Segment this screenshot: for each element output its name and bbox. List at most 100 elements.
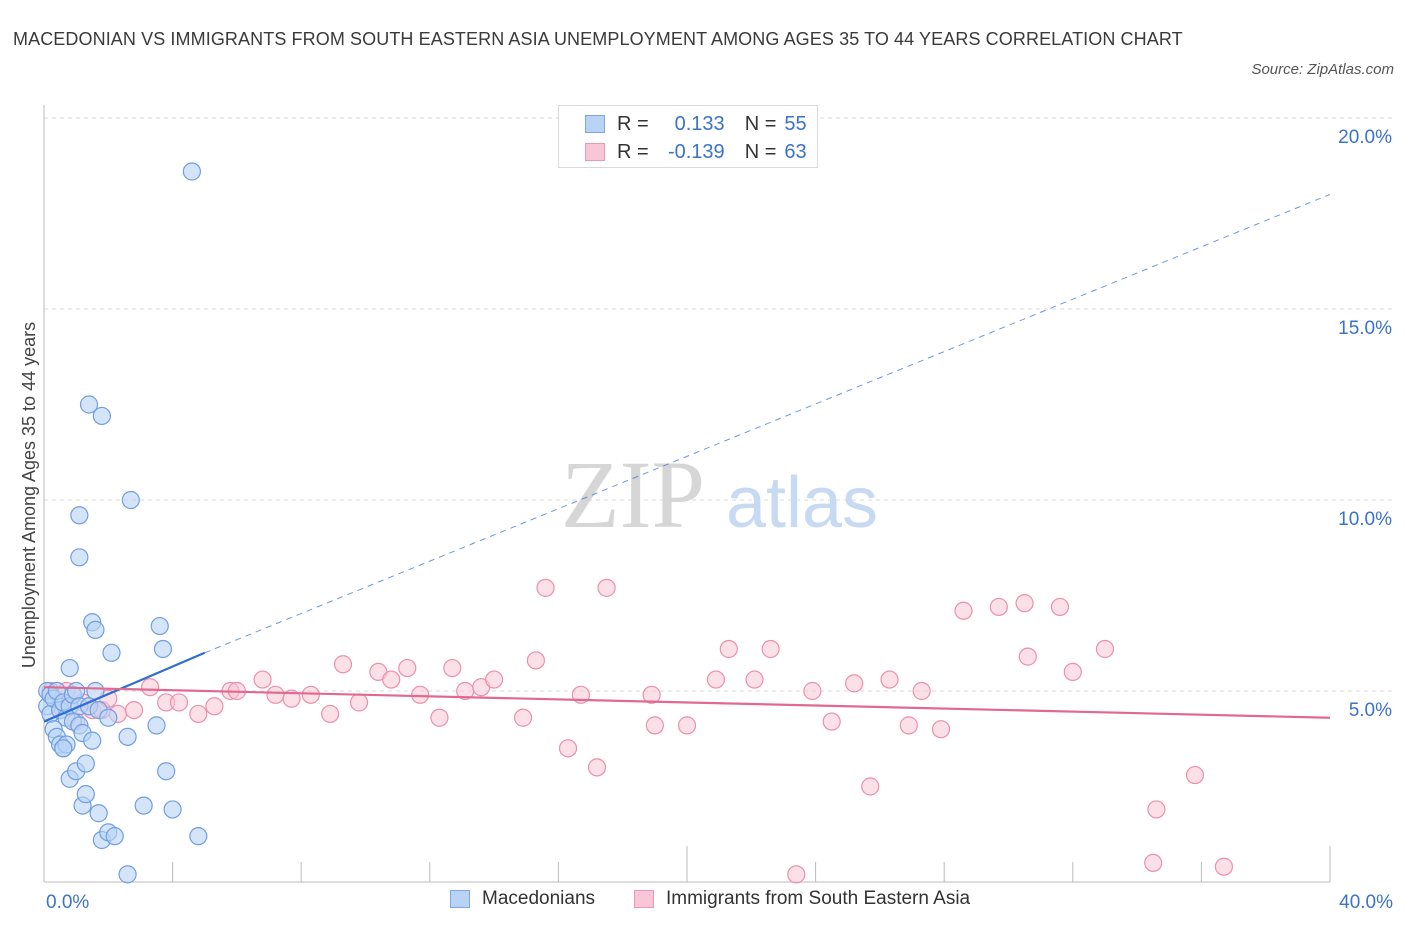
point-macedonians: [105, 827, 124, 846]
point-immigrants: [1015, 594, 1034, 613]
point-immigrants: [642, 685, 661, 704]
point-immigrants: [430, 708, 449, 727]
r-label: R =: [617, 140, 649, 163]
point-immigrants: [880, 670, 899, 689]
series-immigrants-points: [41, 578, 1234, 884]
point-macedonians: [150, 616, 169, 636]
point-immigrants: [587, 758, 607, 777]
point-immigrants: [787, 865, 806, 884]
y-tick-label: 10.0%: [1338, 509, 1392, 530]
y-axis-label: Unemployment Among Ages 35 to 44 years: [19, 322, 39, 668]
point-macedonians: [83, 731, 102, 750]
point-immigrants: [333, 655, 353, 674]
point-macedonians: [76, 785, 95, 804]
point-immigrants: [861, 777, 880, 796]
point-immigrants: [189, 704, 208, 724]
point-immigrants: [526, 651, 545, 670]
point-immigrants: [899, 716, 918, 735]
point-immigrants: [443, 658, 462, 678]
point-immigrants: [513, 708, 533, 727]
r-label: R =: [617, 112, 649, 135]
point-immigrants: [954, 601, 973, 620]
blue-swatch: [585, 115, 605, 133]
point-macedonians: [157, 762, 176, 781]
x-tick-label: 40.0%: [1339, 892, 1393, 913]
point-macedonians: [70, 548, 89, 567]
y-tick-label: 15.0%: [1338, 318, 1392, 339]
point-macedonians: [86, 620, 105, 639]
point-macedonians: [102, 643, 121, 662]
point-immigrants: [845, 674, 864, 693]
watermark: ZIP atlas: [561, 441, 878, 548]
stats-row-macedonians: R = 0.133 N = 55: [585, 111, 807, 137]
point-immigrants: [382, 670, 401, 689]
point-immigrants: [205, 697, 224, 716]
legend-label: Immigrants from South Eastern Asia: [666, 888, 971, 909]
n-label: N =: [744, 112, 777, 135]
point-immigrants: [485, 670, 504, 689]
point-immigrants: [266, 685, 285, 704]
legend-item-immigrants[interactable]: Immigrants from South Eastern Asia: [634, 888, 970, 910]
point-immigrants: [822, 712, 841, 731]
point-immigrants: [1050, 597, 1070, 617]
series-legend: Macedonians Immigrants from South Easter…: [0, 888, 1406, 916]
n-value: 63: [784, 140, 807, 163]
point-immigrants: [321, 704, 340, 724]
point-immigrants: [706, 670, 726, 689]
point-macedonians: [67, 681, 86, 701]
point-immigrants: [1095, 639, 1115, 659]
stats-legend: R = 0.133 N = 55 R = -0.139 N = 63: [558, 105, 818, 168]
point-immigrants: [912, 681, 931, 701]
point-immigrants: [1144, 853, 1163, 873]
x-tick-label: 0.0%: [46, 892, 89, 913]
r-value: -0.139: [667, 140, 725, 163]
point-macedonians: [99, 708, 118, 727]
chart-title: MACEDONIAN VS IMMIGRANTS FROM SOUTH EAST…: [13, 29, 1183, 49]
watermark-zip: ZIP: [561, 441, 705, 548]
legend-item-macedonians[interactable]: Macedonians: [450, 888, 595, 910]
point-macedonians: [147, 716, 166, 735]
point-immigrants: [989, 597, 1008, 617]
point-immigrants: [803, 681, 822, 701]
pink-swatch: [585, 143, 605, 161]
point-macedonians: [70, 506, 89, 525]
point-immigrants: [677, 716, 697, 735]
point-immigrants: [1185, 765, 1205, 785]
y-tick-label: 20.0%: [1338, 127, 1392, 148]
point-immigrants: [124, 700, 144, 720]
point-immigrants: [719, 639, 738, 659]
point-macedonians: [76, 754, 95, 773]
stats-row-immigrants: R = -0.139 N = 63: [585, 139, 807, 165]
y-tick-label: 5.0%: [1349, 700, 1392, 721]
point-macedonians: [60, 658, 79, 678]
point-immigrants: [931, 720, 951, 739]
point-immigrants: [169, 693, 189, 712]
grid-lines: [44, 117, 1395, 692]
point-macedonians: [153, 639, 173, 659]
point-immigrants: [645, 716, 664, 735]
point-macedonians: [163, 800, 182, 819]
point-immigrants: [282, 689, 301, 708]
point-macedonians: [134, 796, 153, 815]
point-immigrants: [349, 693, 369, 712]
point-macedonians: [118, 865, 137, 884]
point-macedonians: [182, 162, 201, 181]
point-immigrants: [398, 658, 417, 678]
point-macedonians: [54, 739, 73, 758]
trend-macedonians: [43, 651, 206, 723]
point-immigrants: [1018, 647, 1037, 666]
axes: [43, 105, 1331, 883]
point-immigrants: [536, 578, 555, 597]
point-macedonians: [89, 804, 108, 823]
blue-swatch: [450, 890, 470, 908]
point-immigrants: [301, 685, 320, 704]
trend-lines: [43, 193, 1331, 723]
point-immigrants: [411, 685, 430, 704]
point-macedonians: [121, 490, 140, 510]
point-immigrants: [140, 678, 160, 697]
n-value: 55: [784, 112, 807, 135]
point-macedonians: [92, 406, 111, 426]
trend-macedonians-extrapolated: [204, 193, 1331, 654]
point-macedonians: [118, 727, 137, 746]
